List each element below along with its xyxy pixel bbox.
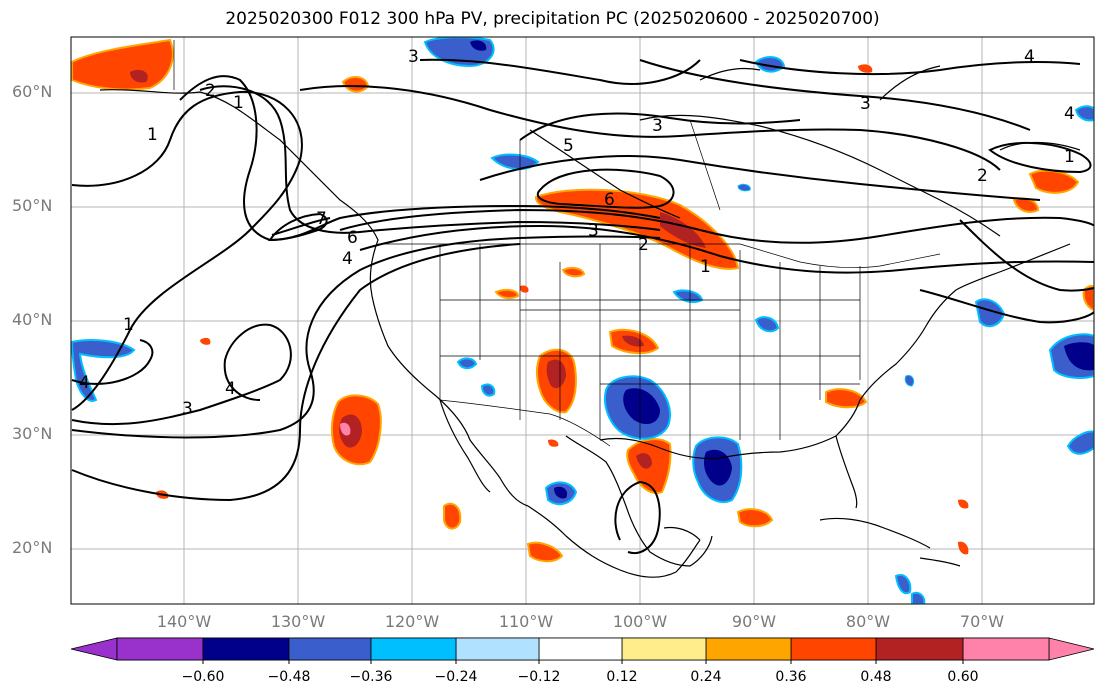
colorbar-tick-label: −0.12 — [517, 669, 561, 685]
colorbar-tick-label: 0.36 — [775, 669, 807, 685]
lat-label-60n: 60°N — [12, 82, 53, 101]
colorbar-tick-label: −0.48 — [267, 669, 311, 685]
colorbar-tick-label: 0.24 — [690, 669, 722, 685]
colorbar-over-triangle — [1048, 637, 1095, 661]
contour-label: 3 — [652, 116, 663, 136]
map-title: 2025020300 F012 300 hPa PV, precipitatio… — [225, 9, 880, 29]
contour-label: 4 — [1024, 47, 1035, 67]
colorbar-tick-label: −0.36 — [349, 669, 393, 685]
lat-label-30n: 30°N — [12, 424, 53, 443]
coastlines — [99, 65, 1081, 578]
contour-label: 3 — [860, 94, 871, 114]
positive-precip-anomalies — [71, 38, 1094, 563]
lon-label-120w: 120°W — [384, 612, 440, 631]
contour-label: 3 — [182, 399, 193, 419]
contour-label: 3 — [588, 221, 599, 241]
lat-label-20n: 20°N — [12, 538, 53, 557]
lon-label-130w: 130°W — [270, 612, 326, 631]
contour-label: 7 — [316, 209, 327, 229]
contour-label: 2 — [977, 166, 988, 186]
colorbar-tick-label: 0.48 — [860, 669, 892, 685]
colorbar-fill-fix — [116, 637, 1050, 661]
lon-label-100w: 100°W — [612, 612, 668, 631]
map-frame — [70, 36, 1095, 605]
colorbar-tick-marks — [202, 660, 964, 664]
contour-label: 3 — [408, 47, 419, 67]
contour-label: 1 — [123, 315, 134, 335]
colorbar-tick-label: −0.24 — [434, 669, 478, 685]
contour-label: 6 — [604, 190, 615, 210]
contour-label: 4 — [342, 249, 353, 269]
contour-label: 2 — [205, 81, 216, 101]
colorbar-tick-label: 0.12 — [606, 669, 638, 685]
political-boundaries — [173, 40, 941, 460]
contour-label: 5 — [563, 136, 574, 156]
lon-label-70w: 70°W — [959, 612, 1005, 631]
contour-label: 4 — [79, 373, 90, 393]
contour-label: 1 — [147, 125, 158, 145]
graticule — [71, 37, 1094, 604]
contour-label: 1 — [233, 93, 244, 113]
contour-label: 4 — [225, 379, 236, 399]
lat-label-40n: 40°N — [12, 310, 53, 329]
lon-label-90w: 90°W — [731, 612, 777, 631]
colorbar-tick-label: 0.60 — [947, 669, 979, 685]
contour-label: 4 — [1064, 104, 1075, 124]
colorbar-under-triangle — [70, 637, 118, 661]
contour-label: 1 — [700, 257, 711, 277]
lon-label-140w: 140°W — [156, 612, 212, 631]
lat-label-50n: 50°N — [12, 196, 53, 215]
contour-label: 1 — [1064, 147, 1075, 167]
negative-precip-anomalies — [71, 37, 1094, 604]
lon-label-110w: 110°W — [498, 612, 554, 631]
lon-label-80w: 80°W — [845, 612, 891, 631]
contour-label: 6 — [347, 228, 358, 248]
colorbar-tick-label: −0.60 — [181, 669, 225, 685]
pv-contours — [71, 58, 1094, 554]
contour-label: 2 — [638, 235, 649, 255]
contour-labels: 2 1 3 3 4 5 6 7 6 4 3 2 1 1 4 3 4 1 2 3 … — [79, 47, 1075, 419]
